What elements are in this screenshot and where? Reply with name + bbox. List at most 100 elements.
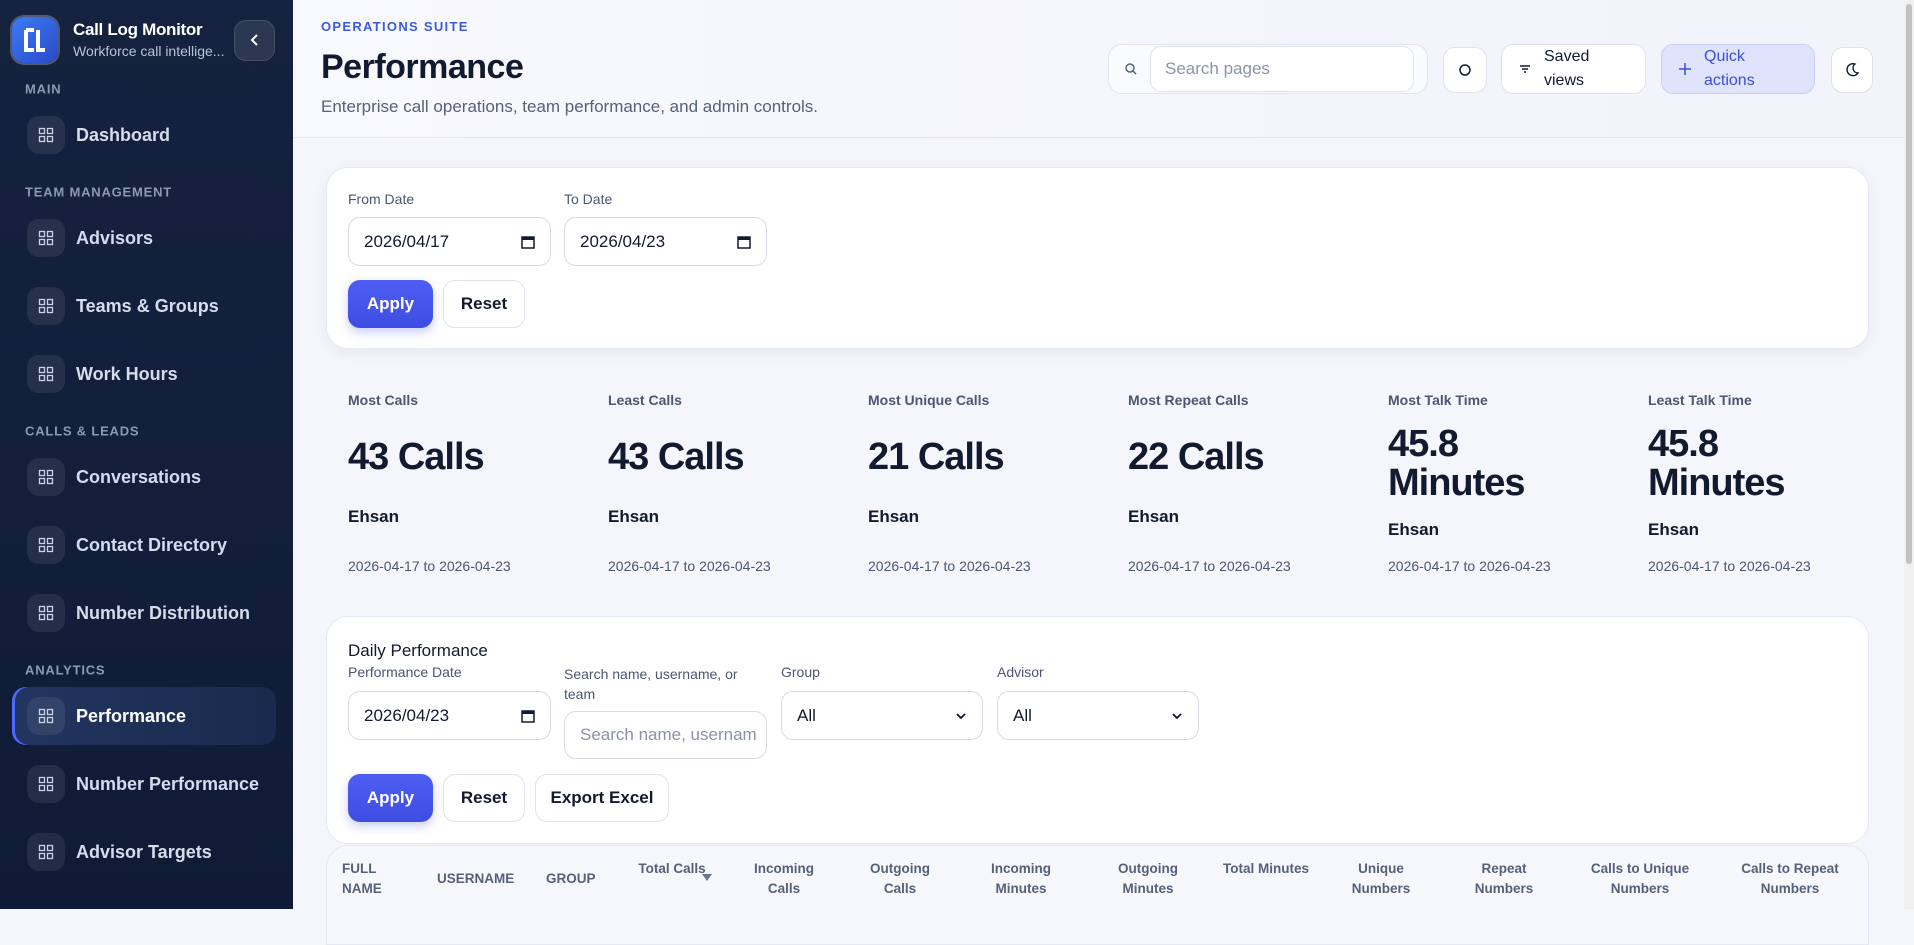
nav-label: Dashboard (76, 125, 171, 145)
to-date-value: 2026/04/23 (580, 231, 666, 251)
eyebrow: OPERATIONS SUITE (321, 19, 469, 34)
nav-item[interactable]: Dashboard (12, 106, 276, 164)
nav-icon-glyph (38, 708, 54, 724)
name-search-input[interactable]: Search name, usernam (564, 711, 767, 759)
stat-value: 22 Calls (1128, 436, 1265, 478)
moon-icon (1846, 62, 1860, 77)
table-header[interactable]: FULL NAME (342, 861, 382, 896)
nav-label: Conversations (76, 467, 202, 487)
app-subtitle: Workforce call intellige... (73, 43, 225, 59)
nav-label: Advisor Targets (76, 842, 212, 862)
to-date-input[interactable]: 2026/04/23 (564, 217, 767, 266)
scrollbar-thumb[interactable] (1906, 4, 1912, 564)
nav-icon-glyph (38, 366, 54, 382)
nav-label: Work Hours (76, 364, 178, 384)
nav-section-title: CALLS & LEADS (25, 423, 140, 439)
search-icon (1125, 63, 1137, 75)
nav-icon-glyph (38, 537, 54, 553)
table-header[interactable]: Total Minutes (1223, 861, 1309, 876)
scrollbar (1904, 0, 1914, 909)
nav-icon (27, 116, 65, 154)
table-header[interactable]: Unique Numbers (1351, 861, 1411, 896)
search-label: Search name, username, or team (564, 666, 738, 702)
plus-icon (1679, 63, 1691, 75)
stat-label: Most Repeat Calls (1128, 392, 1249, 408)
stat-value: 43 Calls (608, 436, 745, 478)
select-arrow (956, 712, 966, 719)
stat-card: Most Unique Calls 21 Calls Ehsan 2026-04-17… (868, 392, 1083, 575)
from-date-value: 2026/04/17 (364, 231, 450, 251)
stat-card: Most Repeat Calls 22 Calls Ehsan 2026-04-17… (1128, 392, 1343, 575)
nav-item[interactable]: Advisor Targets (12, 823, 276, 881)
nav-icon (27, 219, 65, 257)
nav-icon (27, 765, 65, 803)
reset-button[interactable]: Reset (443, 280, 525, 328)
nav-section-title: MAIN (25, 81, 62, 97)
apply-button[interactable]: Apply (348, 280, 433, 328)
table-header[interactable]: Incoming Minutes (991, 861, 1051, 896)
daily-apply-button[interactable]: Apply (348, 774, 433, 822)
stat-card: Most Calls 43 Calls Ehsan 2026-04-17 to 202… (348, 392, 563, 575)
saved-views-button[interactable]: Saved views (1501, 44, 1646, 94)
nav-item[interactable]: Contact Directory (12, 516, 276, 574)
table-header[interactable]: Repeat Numbers (1474, 861, 1534, 896)
search-box[interactable]: Search pages (1108, 44, 1428, 94)
nav-icon (27, 458, 65, 496)
stat-range: 2026-04-17 to 2026-04-23 (608, 558, 771, 574)
nav-icon (27, 287, 65, 325)
nav-label: Teams & Groups (76, 296, 219, 316)
search-input[interactable]: Search pages (1150, 46, 1414, 92)
stat-label: Least Talk Time (1648, 392, 1752, 408)
nav-item[interactable]: Work Hours (12, 345, 276, 403)
nav-label: Contact Directory (76, 535, 228, 555)
table-header[interactable]: Outgoing Minutes (1118, 861, 1178, 896)
nav-item[interactable]: Conversations (12, 448, 276, 506)
stat-card: Most Talk Time 45.8 Minutes Ehsan 2026-04-1… (1388, 392, 1603, 575)
table-header[interactable]: Total Calls (638, 861, 706, 876)
table-header[interactable]: Calls to Unique Numbers (1590, 861, 1690, 896)
table-header[interactable]: Incoming Calls (754, 861, 814, 896)
sidebar: Call Log Monitor Workforce call intellig… (0, 0, 293, 909)
stat-label: Most Talk Time (1388, 392, 1488, 408)
theme-toggle[interactable] (1831, 47, 1873, 93)
stat-card: Least Talk Time 45.8 Minutes Ehsan 2026-04-… (1648, 392, 1863, 575)
table-header[interactable]: Outgoing Calls (870, 861, 930, 896)
quick-actions-label: Quick actions (1704, 48, 1755, 89)
table-header[interactable]: GROUP (546, 871, 596, 886)
nav-item[interactable]: Performance (12, 687, 276, 745)
daily-reset-button[interactable]: Reset (443, 774, 525, 822)
stat-range: 2026-04-17 to 2026-04-23 (868, 558, 1031, 574)
stat-name: Ehsan (1388, 520, 1440, 539)
nav-item[interactable]: Number Performance (12, 755, 276, 813)
nav-item[interactable]: Teams & Groups (12, 277, 276, 335)
sort-indicator[interactable] (701, 872, 713, 882)
chevron-icon (250, 34, 258, 46)
export-button[interactable]: Export Excel (535, 774, 669, 822)
nav-section-title: TEAM MANAGEMENT (25, 184, 173, 200)
group-select[interactable]: All (781, 691, 983, 740)
nav-icon (27, 833, 65, 871)
refresh-button[interactable] (1443, 47, 1487, 93)
collapse-button[interactable] (234, 20, 275, 61)
advisor-select[interactable]: All (997, 691, 1199, 740)
nav-item[interactable]: Number Distribution (12, 584, 276, 642)
nav-label: Number Distribution (76, 603, 250, 623)
page-subtitle: Enterprise call operations, team perform… (321, 97, 819, 116)
performance-date-value: 2026/04/23 (364, 705, 450, 725)
stat-name: Ehsan (348, 507, 400, 526)
from-label: From Date (348, 191, 415, 207)
stat-label: Most Unique Calls (868, 392, 990, 408)
nav-label: Performance (76, 706, 187, 726)
nav-icon (27, 594, 65, 632)
table-header[interactable]: USERNAME (437, 871, 515, 886)
performance-date-input[interactable]: 2026/04/23 (348, 691, 551, 740)
nav-item[interactable]: Advisors (12, 209, 276, 267)
nav-icon (27, 526, 65, 564)
nav-icon-glyph (38, 605, 54, 621)
nav-section-title: ANALYTICS (25, 662, 106, 678)
stat-range: 2026-04-17 to 2026-04-23 (348, 558, 511, 574)
stat-name: Ehsan (1128, 507, 1180, 526)
from-date-input[interactable]: 2026/04/17 (348, 217, 551, 266)
quick-actions-button[interactable]: Quick actions (1661, 44, 1815, 94)
table-header[interactable]: Calls to Repeat Numbers (1741, 861, 1839, 896)
